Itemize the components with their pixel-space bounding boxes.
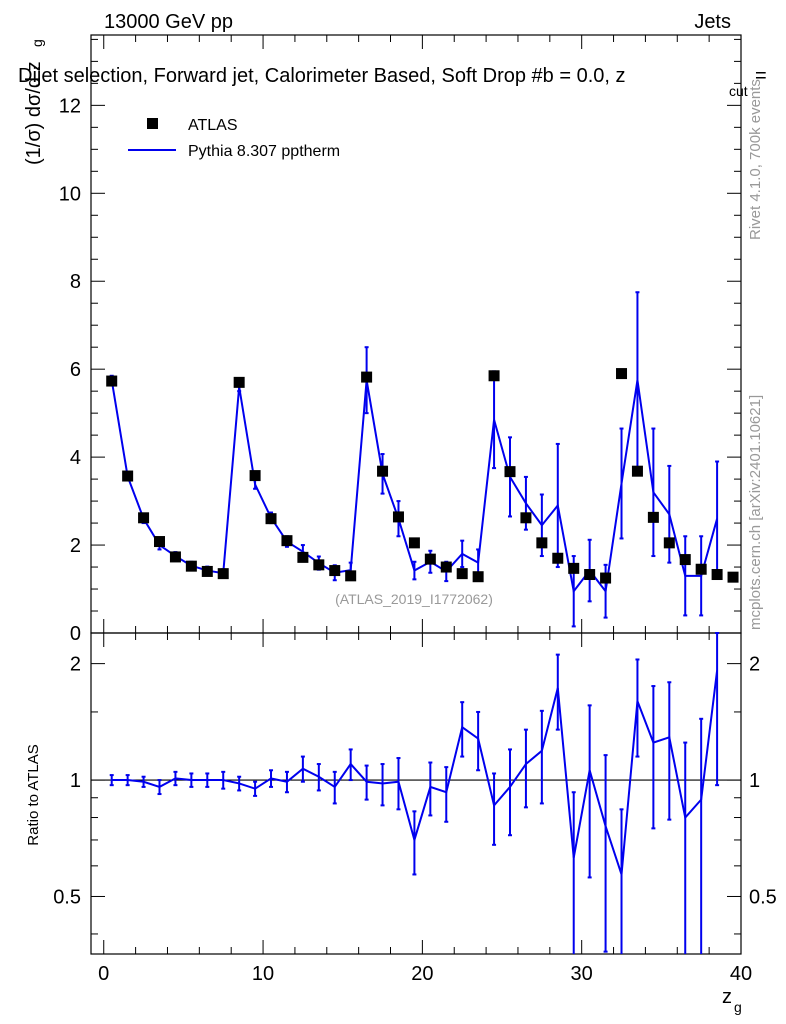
ratio-ytick-label: 0.5: [53, 886, 81, 908]
data-point: [313, 559, 325, 571]
main-panel: 0 2 4 6 8 10 12 (ATLAS_2019_I1772062) ATLAS Py…: [59, 34, 742, 645]
mc-line: [110, 380, 719, 594]
ratio-ytick-label-right: 1: [749, 770, 760, 792]
data-point: [663, 537, 675, 549]
data-point: [329, 565, 341, 577]
ratio-ytick-label: 2: [70, 654, 81, 676]
data-point: [281, 535, 293, 547]
data-point: [631, 465, 643, 477]
data-point: [408, 537, 420, 549]
category-label: Jets: [694, 11, 731, 33]
data-point: [520, 512, 532, 524]
data-point: [217, 568, 229, 580]
data-point: [154, 536, 166, 548]
ratio-xtick-label: 20: [411, 963, 433, 985]
main-ytick-label: 6: [70, 359, 81, 381]
data-point: [345, 570, 357, 582]
data-point: [568, 562, 580, 574]
mcplots-label: mcplots.cern.ch [arXiv:2401.10621]: [747, 395, 764, 630]
data-point: [106, 375, 118, 387]
data-point: [536, 537, 548, 549]
main-ylabel: (1/σ) dσ/d z g: [23, 39, 45, 165]
plot-title-tail: =: [755, 65, 767, 87]
data-point: [122, 470, 134, 482]
plot-title-main: Dijet selection, Forward jet, Calorimete…: [18, 65, 626, 87]
data-point: [488, 370, 500, 382]
data-series: [106, 368, 739, 584]
ratio-series: [109, 632, 720, 954]
data-point: [169, 551, 181, 563]
main-ylabel-subscript: g: [29, 39, 45, 47]
main-ytick-label: 12: [59, 95, 81, 117]
data-point: [377, 465, 389, 477]
data-point: [249, 470, 261, 482]
main-ytick-label: 4: [70, 447, 81, 469]
xlabel: z g: [722, 986, 742, 1015]
main-ylabel-text: (1/σ) dσ/d z: [23, 61, 45, 165]
data-point: [233, 376, 245, 388]
legend-data-marker: [147, 118, 158, 129]
ratio-ticks: 0.5 0.51 12 20 10 20 30 40: [53, 633, 777, 985]
energy-label: 13000 GeV pp: [104, 11, 233, 33]
data-point: [600, 572, 612, 584]
data-point: [201, 565, 213, 577]
plot-title-subscript: cut: [729, 83, 748, 99]
main-ticks: 0 2 4 6 8 10 12: [59, 35, 742, 645]
data-point: [695, 563, 707, 575]
data-point: [138, 512, 150, 524]
data-point: [616, 368, 628, 380]
data-point: [504, 466, 516, 478]
data-point: [440, 561, 452, 573]
main-ytick-label: 10: [59, 183, 81, 205]
ratio-xtick-label: 0: [98, 963, 109, 985]
data-point: [679, 554, 691, 566]
data-point: [392, 511, 404, 523]
mc-series: [109, 291, 720, 628]
ratio-xtick-label: 30: [571, 963, 593, 985]
data-point: [711, 569, 723, 581]
xlabel-subscript: g: [734, 999, 742, 1015]
data-point: [647, 511, 659, 523]
xlabel-main: z: [722, 986, 732, 1008]
ratio-ytick-label-right: 2: [749, 654, 760, 676]
data-point: [472, 571, 484, 583]
plot-title: Dijet selection, Forward jet, Calorimete…: [18, 65, 767, 99]
main-ytick-label: 2: [70, 535, 81, 557]
data-point: [185, 560, 197, 572]
ratio-xtick-label: 10: [252, 963, 274, 985]
data-point: [552, 552, 564, 564]
data-point: [424, 553, 436, 565]
data-point: [584, 569, 596, 581]
main-ytick-label: 8: [70, 271, 81, 293]
ratio-frame: [90, 632, 742, 955]
data-point: [456, 568, 468, 580]
ratio-ytick-label-right: 0.5: [749, 886, 777, 908]
main-ytick-label: 0: [70, 623, 81, 645]
legend: ATLAS Pythia 8.307 pptherm: [128, 117, 340, 160]
legend-mc-label: Pythia 8.307 pptherm: [188, 143, 340, 160]
analysis-watermark: (ATLAS_2019_I1772062): [335, 591, 493, 607]
rivet-label: Rivet 4.1.0, 700k events: [747, 79, 764, 240]
data-point: [361, 371, 373, 383]
data-point: [297, 551, 309, 563]
ratio-ytick-label: 1: [70, 770, 81, 792]
legend-data-label: ATLAS: [188, 117, 238, 134]
ratio-panel: 0.5 0.51 12 20 10 20 30 40: [53, 632, 777, 985]
ratio-xtick-label: 40: [730, 963, 752, 985]
data-point: [727, 571, 739, 583]
ratio-ylabel: Ratio to ATLAS: [25, 744, 42, 845]
data-point: [265, 513, 277, 525]
